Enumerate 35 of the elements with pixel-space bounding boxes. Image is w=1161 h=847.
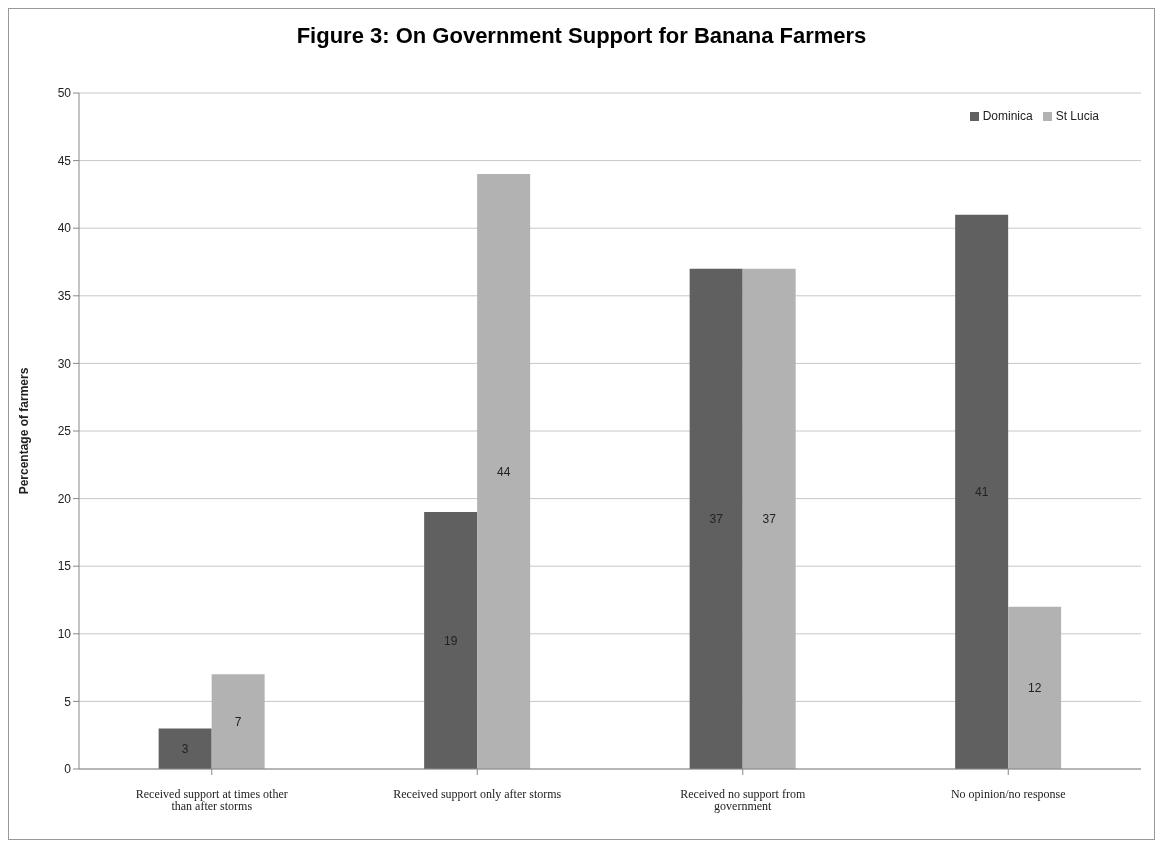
- y-tick-label: 45: [57, 153, 72, 168]
- data-label: 37: [762, 512, 777, 527]
- data-label: 37: [709, 512, 724, 527]
- y-tick-label: 10: [57, 627, 72, 642]
- data-label: 44: [496, 464, 511, 479]
- bar: [1008, 606, 1062, 769]
- y-tick-label: 0: [64, 762, 72, 777]
- legend-label: St Lucia: [1055, 109, 1099, 123]
- data-label: 7: [234, 714, 242, 729]
- data-label: 3: [181, 741, 189, 756]
- data-label: 19: [443, 633, 458, 648]
- bar: [477, 174, 531, 769]
- y-tick-label: 35: [57, 289, 72, 304]
- bar: [689, 268, 743, 769]
- data-label: 12: [1027, 681, 1042, 696]
- x-tick-label: Received no support from government: [680, 786, 806, 813]
- bar: [424, 512, 478, 769]
- y-tick-label: 30: [57, 356, 72, 371]
- chart-title: Figure 3: On Government Support for Banana Farmers: [295, 22, 868, 50]
- y-tick-label: 15: [57, 559, 72, 574]
- bar: [955, 214, 1009, 769]
- legend-label: Dominica: [982, 109, 1033, 123]
- x-tick-label: Received support at times other than after storms: [135, 786, 288, 813]
- x-tick-label: No opinion/no response: [950, 786, 1066, 801]
- y-tick-label: 5: [64, 694, 72, 709]
- bar: [158, 728, 212, 769]
- bar: [742, 268, 796, 769]
- y-tick-label: 25: [57, 424, 72, 439]
- data-label: 41: [974, 485, 989, 500]
- bar: [211, 674, 265, 769]
- x-tick-label: Received support only after storms: [393, 786, 562, 801]
- y-tick-label: 50: [57, 86, 72, 101]
- y-tick-label: 20: [57, 491, 72, 506]
- y-tick-label: 40: [57, 221, 72, 236]
- y-axis-title: Percentage of farmers: [17, 367, 32, 495]
